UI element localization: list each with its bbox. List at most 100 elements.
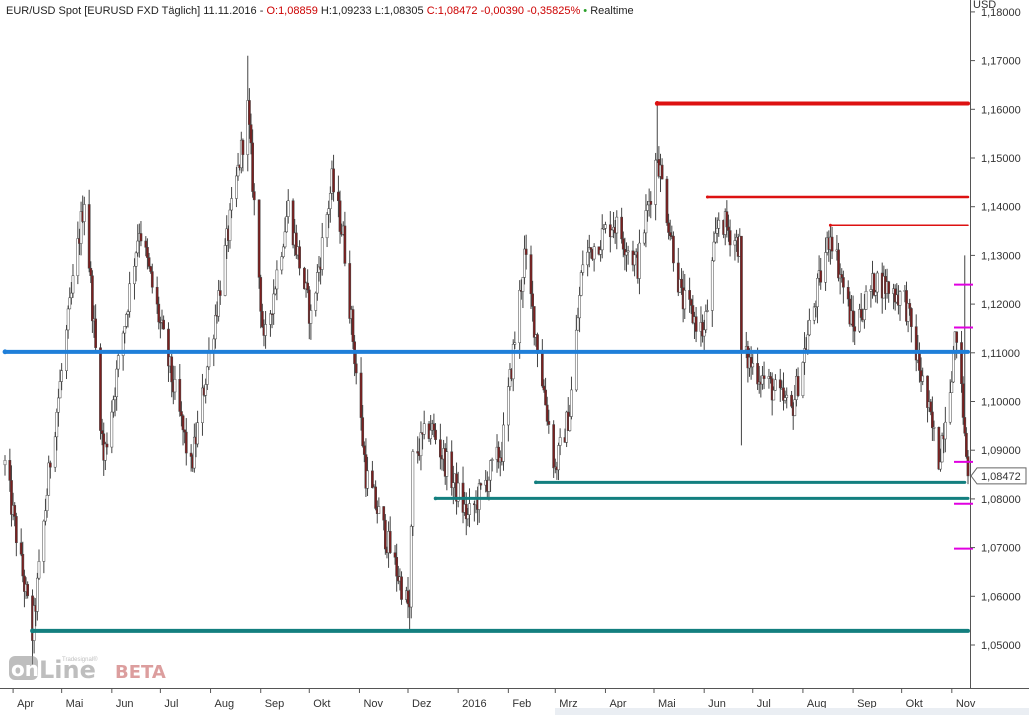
x-tick-label: Aug [807,698,827,710]
candle-body [42,520,46,562]
candle-body [280,256,284,271]
x-tick-label: Okt [313,698,330,710]
candle-body [806,334,810,351]
candle-body [910,308,913,327]
candle-body [382,506,386,521]
candle-body [157,303,161,323]
candle-body [236,164,240,177]
candle-body [37,561,41,579]
candle-body [115,368,119,397]
candle-body [307,289,311,324]
candle-body [840,274,844,278]
candle-body [264,324,267,336]
candle-body [68,297,72,310]
candle-body [113,396,117,401]
candle-body [23,575,26,592]
candle-body [898,291,902,306]
candle-body [793,399,797,416]
candle-body [316,272,319,294]
candle-body [908,303,912,309]
x-tick-label: Aug [215,698,235,710]
candle-body [521,277,525,292]
candle-body [715,228,719,234]
candle-body [689,299,693,306]
candle-body [960,342,963,385]
candle-body [654,159,657,205]
candle-body [770,378,774,401]
candle-body [676,262,680,293]
candle-body [808,319,811,336]
candle-body [683,290,687,310]
teal-level-handle[interactable] [534,480,538,485]
y-tick-label: 1,13000 [981,250,1021,262]
red-level-handle[interactable] [705,195,709,199]
candle-body [70,292,73,299]
candle-body [251,142,254,192]
candle-body [241,139,245,155]
last-price-label: 1,08472 [981,471,1021,483]
time-navigator[interactable] [555,708,1029,715]
candle-body [615,216,619,234]
red-level-handle[interactable] [654,101,660,106]
candle-body [712,241,716,262]
candle-body [592,246,596,260]
candle-body [756,363,759,385]
candle-body [409,526,413,608]
candle-body [544,389,547,406]
red-level-handle[interactable] [828,223,832,227]
candle-body [914,326,918,361]
candle-body [306,282,310,291]
candle-body [228,209,232,241]
candle-body [468,503,471,515]
candle-body [235,175,238,199]
candle-body [21,553,25,577]
candle-body [558,437,562,446]
candle-body [646,204,649,211]
candle-body [785,394,789,398]
candle-body [542,385,546,391]
candle-body [167,328,170,367]
candle-body [547,421,551,425]
candle-body [149,266,153,272]
candle-body [121,332,125,356]
candle-body [727,226,730,231]
candle-body [8,460,12,481]
blue-level-handle[interactable] [2,349,8,355]
candle-body [532,306,536,338]
candle-body [464,504,468,520]
candle-body [665,178,669,224]
candle-body [680,278,683,288]
x-tick-label: Jul [757,698,771,710]
candle-body [876,272,879,293]
candle-body [531,293,534,307]
candle-body [146,247,149,258]
candle-body [139,233,143,242]
candle-body [570,389,573,417]
candle-body [906,303,910,322]
teal-level-handle[interactable] [30,628,35,634]
candle-body [13,505,17,517]
teal-level-handle[interactable] [433,496,438,501]
candle-body [317,266,321,273]
candle-body [602,228,606,230]
candle-body [371,470,374,488]
candle-body [55,412,59,438]
candle-body [395,557,399,577]
y-tick-label: 1,11000 [981,348,1020,360]
x-tick-label: Okt [906,698,923,710]
candle-body [540,353,544,387]
candle-body [309,310,313,324]
candle-body [581,264,585,273]
logo-beta: BETA [115,662,166,683]
candle-body [701,322,704,337]
candle-body [620,216,623,240]
candle-body [586,251,590,266]
candle-body [57,397,60,413]
x-tick-label: Mrz [559,698,577,710]
candle-body [136,240,140,254]
candle-body [599,249,602,255]
candle-body [859,309,863,318]
candle-body [518,290,522,344]
candle-body [366,470,369,489]
candle-body [626,250,630,253]
